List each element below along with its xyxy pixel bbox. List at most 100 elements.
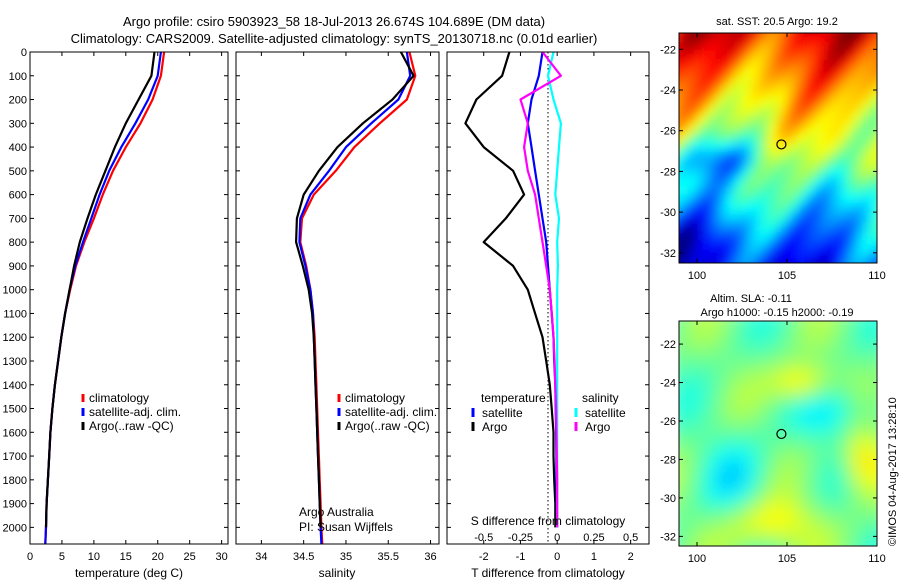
- sst-cell: [868, 105, 877, 115]
- sla-cell: [739, 401, 750, 412]
- sst-cell: [868, 186, 877, 196]
- sst-cell: [733, 105, 743, 115]
- sst-cell: [715, 168, 725, 178]
- sla-cell: [809, 371, 820, 382]
- sst-cell: [715, 42, 725, 52]
- sla-cell: [809, 381, 820, 392]
- sst-cell: [679, 105, 689, 115]
- sst-cell: [679, 33, 680, 34]
- sst-cell: [841, 141, 851, 151]
- sla-cell: [779, 471, 790, 482]
- sst-cell: [868, 42, 877, 52]
- sla-cell: [859, 491, 870, 502]
- sst-cell: [715, 132, 725, 142]
- sst-map-panel: sat. SST: 20.5 Argo: 19.2 100 105 110 -22 -2…: [660, 16, 887, 282]
- sla-cell: [689, 471, 700, 482]
- sst-cell: [868, 168, 877, 178]
- sst-cell: [814, 258, 824, 263]
- sla-cell: [869, 321, 877, 322]
- sst-cell: [769, 213, 779, 223]
- sst-cell: [850, 33, 860, 34]
- sla-cell: [779, 531, 790, 542]
- sst-cell: [877, 60, 887, 70]
- sst-cell: [751, 186, 761, 196]
- sst-cell: [697, 132, 707, 142]
- sst-cell: [778, 222, 788, 232]
- sla-cell: [759, 521, 770, 532]
- sla-cell: [709, 501, 720, 512]
- depth-tick-label: 1500: [3, 404, 27, 416]
- sla-cell: [759, 461, 770, 472]
- sla-cell: [709, 421, 720, 432]
- sla-cell: [829, 401, 840, 412]
- sst-cell: [724, 60, 734, 70]
- sla-cell: [699, 481, 710, 492]
- sst-cell: [697, 60, 707, 70]
- sst-cell: [850, 42, 860, 52]
- sst-cell: [733, 33, 743, 43]
- sla-cell: [749, 391, 760, 402]
- sla-cell: [769, 391, 780, 402]
- sla-cell: [689, 401, 700, 412]
- sst-cell: [688, 33, 698, 43]
- sst-cell: [841, 105, 851, 115]
- sla-cell: [719, 471, 730, 482]
- sla-cell: [749, 321, 760, 332]
- sla-cell: [879, 381, 890, 392]
- sla-cell: [729, 411, 740, 422]
- sst-cell: [679, 231, 680, 241]
- sst-cell: [805, 132, 815, 142]
- sst-cell: [715, 60, 725, 70]
- sst-cell: [796, 186, 806, 196]
- sla-cell: [729, 351, 740, 362]
- sst-cell: [805, 204, 815, 214]
- sst-cell: [877, 159, 887, 169]
- sst-cell: [769, 150, 779, 160]
- sst-cell: [859, 78, 869, 88]
- sst-cell: [724, 33, 734, 43]
- sla-cell: [759, 511, 770, 522]
- sst-cell: [814, 87, 824, 97]
- sst-cell: [787, 222, 797, 232]
- sla-cell: [769, 321, 780, 332]
- sst-cell: [697, 78, 707, 88]
- sst-cell: [850, 195, 860, 205]
- sst-cell: [751, 51, 761, 61]
- sla-cell: [749, 521, 760, 532]
- sst-cell: [742, 267, 752, 277]
- sla-cell: [719, 401, 730, 412]
- sst-cell: [751, 159, 761, 169]
- depth-tick-label: 400: [9, 142, 27, 154]
- sst-cell: [877, 150, 887, 160]
- sst-cell: [688, 231, 698, 241]
- sla-cell: [869, 461, 877, 472]
- sla-cell: [829, 521, 840, 532]
- sst-cell: [850, 123, 860, 133]
- sst-cell: [805, 177, 815, 187]
- sst-cell: [778, 213, 788, 223]
- sla-cell: [819, 451, 830, 462]
- sst-cell: [814, 123, 824, 133]
- sla-map-panel: Altim. SLA: -0.11 Argo h1000: -0.15 h200…: [660, 293, 890, 565]
- sla-cell: [739, 461, 750, 472]
- sla-cell: [769, 341, 780, 352]
- sst-cell: [733, 186, 743, 196]
- sla-cell: [699, 351, 710, 362]
- sst-cell: [796, 159, 806, 169]
- sst-cell: [796, 222, 806, 232]
- sst-cell: [679, 150, 680, 160]
- sst-cell: [742, 141, 752, 151]
- sst-cell: [805, 258, 815, 263]
- sst-cell: [733, 114, 743, 124]
- sst-cell: [877, 213, 887, 223]
- sst-cell: [841, 42, 851, 52]
- sst-cell: [751, 141, 761, 151]
- sla-cell: [729, 371, 740, 382]
- sst-cell: [697, 240, 707, 250]
- sst-cell: [850, 51, 860, 61]
- sla-ytick-label: -32: [660, 531, 676, 543]
- sst-cell: [679, 87, 689, 97]
- sst-cell: [787, 96, 797, 106]
- sla-cell: [769, 521, 780, 532]
- difference-frame: [446, 51, 650, 545]
